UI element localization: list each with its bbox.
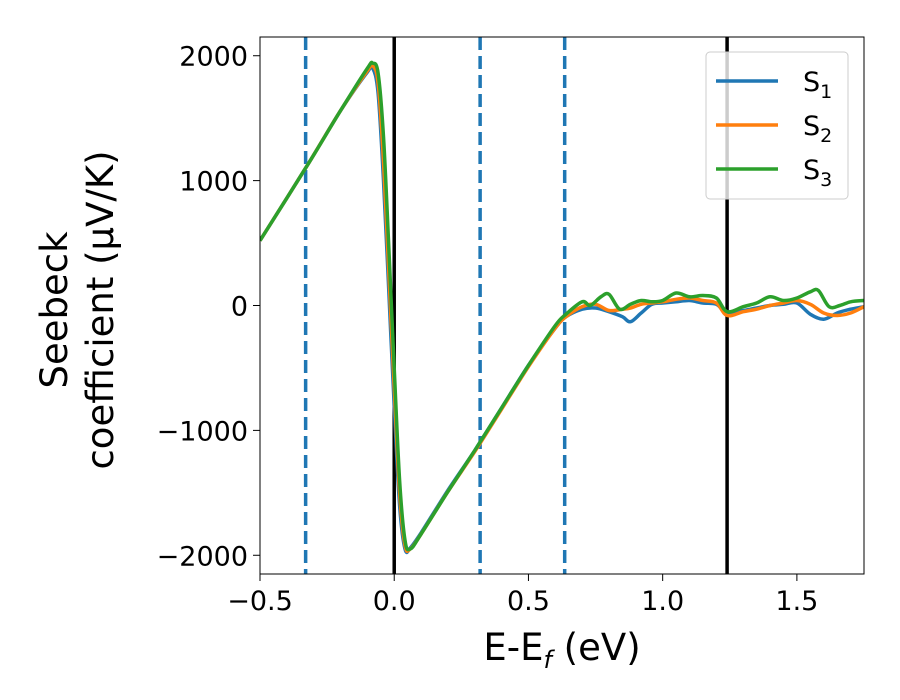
x-tick-label: 0.5 [507,586,550,617]
x-tick-label: −0.5 [227,586,293,617]
x-tick-label: 1.0 [641,586,684,617]
series-line-s3 [260,60,864,552]
x-tick-label: 0.0 [373,586,416,617]
legend-label-s2: S2 [803,111,832,147]
x-axis-label: E-Ef (eV) [483,626,640,674]
y-tick-label: 0 [231,292,248,323]
y-tick-label: 2000 [179,42,248,73]
y-tick-label: 1000 [179,167,248,198]
series-layer [260,60,864,555]
y-axis-label-line2: coefficient (μV/K) [79,150,122,469]
y-axis-label-line1: Seebeck [33,231,76,389]
x-tick-label: 1.5 [775,586,818,617]
y-tick-label: −2000 [157,541,248,572]
y-axis: 2000 1000 0 −1000 −2000 [157,42,260,572]
legend: S1 S2 S3 [705,51,849,200]
legend-label-s3: S3 [803,155,832,191]
x-axis: −0.5 0.0 0.5 1.0 1.5 [227,574,818,617]
legend-label-s1: S1 [803,67,832,103]
y-tick-label: −1000 [157,416,248,447]
